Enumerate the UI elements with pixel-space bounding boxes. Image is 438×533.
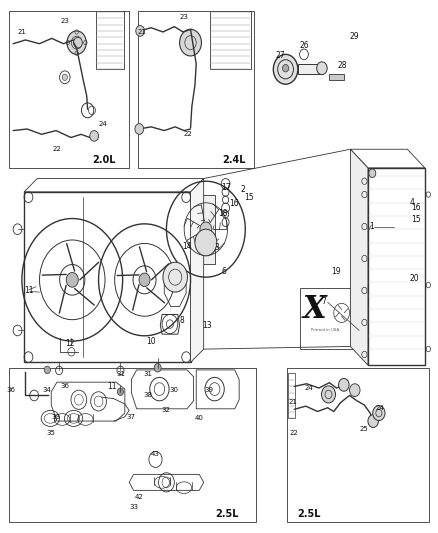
Text: 24: 24 [99, 120, 107, 127]
Circle shape [321, 386, 336, 403]
Circle shape [350, 384, 360, 397]
Bar [210, 11, 251, 69]
Circle shape [283, 64, 289, 72]
Text: 23: 23 [180, 14, 188, 20]
Circle shape [369, 169, 376, 177]
Text: 25: 25 [359, 426, 368, 432]
Text: 36: 36 [60, 383, 69, 390]
Text: 21: 21 [288, 399, 297, 406]
Text: 27: 27 [276, 52, 285, 60]
Text: 15: 15 [411, 215, 421, 224]
Text: 40: 40 [195, 415, 204, 422]
Text: 28: 28 [338, 61, 347, 69]
Text: 17: 17 [221, 183, 230, 192]
Bar [300, 288, 364, 349]
Text: 6: 6 [222, 268, 227, 276]
Text: 22: 22 [290, 430, 299, 436]
Text: 13: 13 [202, 321, 212, 329]
Text: 43: 43 [151, 451, 160, 457]
Text: 1: 1 [369, 222, 374, 231]
Text: 31: 31 [144, 371, 152, 377]
Text: 32: 32 [161, 407, 170, 414]
Text: 23: 23 [60, 18, 69, 25]
Text: 11: 11 [24, 286, 33, 295]
Text: 15: 15 [244, 193, 254, 201]
Circle shape [163, 262, 187, 292]
Circle shape [44, 366, 50, 374]
Text: 26: 26 [300, 41, 309, 50]
Text: 10: 10 [146, 337, 156, 345]
Circle shape [135, 124, 144, 134]
Text: 12: 12 [65, 340, 75, 348]
Circle shape [74, 37, 82, 48]
Bar [287, 368, 429, 522]
Circle shape [373, 406, 385, 421]
Text: 18: 18 [218, 209, 227, 217]
Text: 29: 29 [349, 32, 359, 41]
Text: 20: 20 [409, 274, 419, 282]
Circle shape [139, 273, 150, 287]
Text: 2.5L: 2.5L [297, 510, 321, 519]
Text: 2.5L: 2.5L [215, 510, 239, 519]
Text: Printed in USA: Printed in USA [311, 328, 339, 333]
Bar [328, 74, 344, 80]
Text: 24: 24 [304, 385, 313, 391]
Circle shape [317, 62, 327, 75]
Bar [9, 368, 256, 522]
Text: 37: 37 [126, 414, 135, 420]
Text: 3: 3 [214, 244, 219, 252]
Text: 39: 39 [205, 387, 214, 393]
Bar [9, 11, 129, 168]
Circle shape [67, 31, 86, 54]
Text: 14: 14 [183, 242, 192, 251]
Text: 16: 16 [411, 204, 421, 212]
Text: 36: 36 [7, 387, 15, 393]
Bar [196, 195, 215, 264]
Circle shape [368, 415, 378, 427]
Polygon shape [350, 149, 368, 365]
Circle shape [273, 54, 298, 84]
Circle shape [339, 378, 349, 391]
Text: 24: 24 [376, 405, 385, 411]
Text: 16: 16 [230, 199, 239, 208]
Text: 4: 4 [409, 198, 414, 207]
Text: 33: 33 [52, 414, 60, 420]
Circle shape [90, 131, 99, 141]
Polygon shape [191, 179, 204, 362]
Text: 19: 19 [332, 268, 341, 276]
Text: 34: 34 [43, 387, 52, 393]
Circle shape [136, 26, 145, 36]
Text: 2: 2 [241, 185, 245, 193]
Bar [138, 11, 254, 168]
Text: 21: 21 [138, 29, 147, 35]
Text: 30: 30 [170, 387, 179, 393]
Bar [288, 373, 295, 418]
Text: 11: 11 [107, 382, 117, 391]
Text: 33: 33 [129, 504, 138, 511]
Text: 22: 22 [53, 146, 61, 152]
Text: 2.0L: 2.0L [92, 155, 116, 165]
Text: 42: 42 [135, 494, 144, 500]
Circle shape [154, 364, 161, 372]
Circle shape [117, 388, 124, 395]
Text: 8: 8 [180, 317, 184, 325]
Text: 35: 35 [46, 430, 55, 436]
Bar [298, 64, 322, 74]
Text: 21: 21 [18, 29, 26, 35]
Circle shape [62, 74, 67, 80]
Text: 38: 38 [144, 392, 152, 399]
Text: 22: 22 [184, 131, 193, 138]
Text: X: X [303, 294, 326, 325]
Circle shape [195, 229, 217, 256]
Text: 2.4L: 2.4L [223, 155, 246, 165]
Text: 31: 31 [116, 371, 125, 377]
Bar [96, 11, 124, 69]
Circle shape [200, 222, 212, 237]
Circle shape [66, 272, 78, 287]
Text: 7: 7 [321, 297, 327, 305]
Circle shape [180, 29, 201, 56]
